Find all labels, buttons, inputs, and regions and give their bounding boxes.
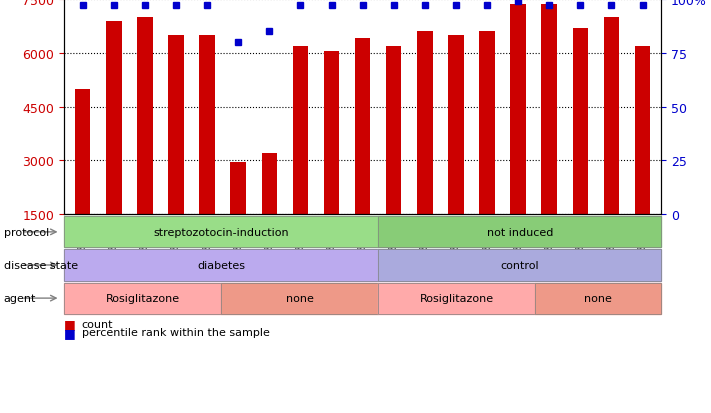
Bar [355, 39, 370, 215]
Bar [169, 36, 183, 215]
Bar [324, 52, 339, 215]
Text: Rosiglitazone: Rosiglitazone [420, 293, 494, 304]
Text: diabetes: diabetes [197, 260, 245, 271]
Bar [199, 36, 215, 215]
Bar [542, 5, 557, 215]
Text: none: none [286, 293, 314, 304]
Text: agent: agent [4, 293, 36, 304]
Bar [230, 163, 246, 215]
Text: ■: ■ [64, 318, 76, 331]
Bar [106, 21, 122, 215]
Bar [448, 36, 464, 215]
Bar [510, 5, 526, 215]
Text: streptozotocin-induction: streptozotocin-induction [154, 227, 289, 237]
Bar [293, 47, 308, 215]
Bar [479, 32, 495, 215]
Bar [635, 47, 651, 215]
Bar [262, 154, 277, 215]
Bar [604, 18, 619, 215]
Text: none: none [584, 293, 612, 304]
Bar [75, 90, 90, 215]
Text: protocol: protocol [4, 227, 49, 237]
Text: percentile rank within the sample: percentile rank within the sample [82, 328, 269, 337]
Text: disease state: disease state [4, 260, 77, 271]
Text: ■: ■ [64, 326, 76, 339]
Bar [386, 47, 402, 215]
Bar [417, 32, 432, 215]
Bar [137, 18, 153, 215]
Text: control: control [501, 260, 539, 271]
Text: not induced: not induced [486, 227, 553, 237]
Bar [572, 28, 588, 215]
Text: count: count [82, 319, 113, 329]
Text: Rosiglitazone: Rosiglitazone [105, 293, 180, 304]
